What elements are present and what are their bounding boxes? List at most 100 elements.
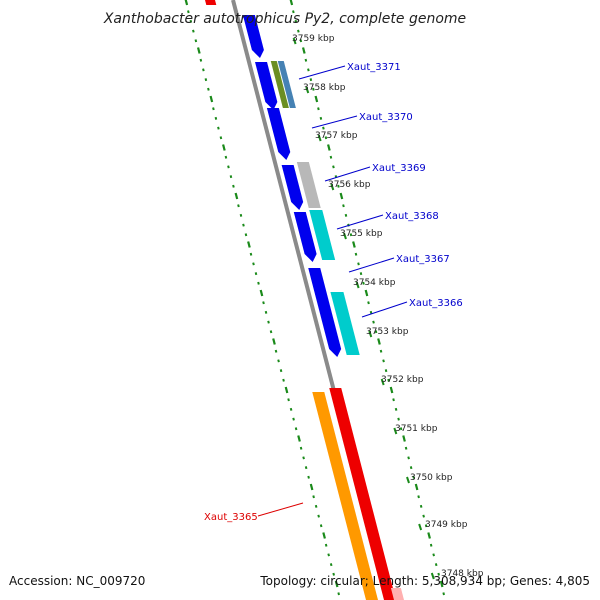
right-ring-tick [397, 417, 400, 421]
left-ring-tick [337, 592, 340, 596]
left-ring-tick [259, 289, 264, 297]
right-ring-tick [387, 378, 390, 382]
left-ring-tick [192, 29, 195, 33]
gene-label-xaut-3367[interactable]: Xaut_3367 [396, 254, 450, 265]
kbp-tick [418, 523, 423, 531]
right-ring-tick [332, 165, 335, 169]
kbp-tick [355, 281, 360, 289]
right-ring-tick [442, 592, 445, 596]
right-ring-tick [324, 136, 328, 140]
right-ring-tick [377, 338, 381, 345]
left-ring-tick [252, 262, 255, 266]
right-ring-tick [432, 553, 435, 557]
right-ring-tick [297, 29, 300, 33]
gene-label-xaut-3371[interactable]: Xaut_3371 [347, 62, 401, 73]
accession-text: Accession: NC_009720 [9, 574, 146, 588]
left-ring-tick [222, 144, 226, 151]
right-ring-tick [392, 398, 395, 402]
right-ring-tick [412, 475, 415, 479]
kbp-label: 3750 kbp [410, 473, 453, 483]
kbp-tick [292, 37, 297, 45]
right-ring-tick [384, 369, 388, 373]
left-ring-tick [199, 58, 203, 62]
left-ring-tick [324, 543, 328, 547]
right-ring-tick [294, 19, 298, 23]
gene-label-leader-line [257, 502, 304, 517]
left-ring-tick [224, 155, 228, 159]
feature-red [329, 388, 396, 600]
kbp-tick [430, 572, 435, 580]
left-ring-tick [184, 0, 189, 6]
right-ring-tick [372, 320, 375, 324]
left-ring-tick [194, 39, 198, 43]
feature-blue [255, 62, 278, 110]
kbp-tick [343, 232, 347, 240]
kbp-tick [317, 134, 322, 142]
left-ring-tick [329, 563, 333, 567]
left-ring-tick [212, 107, 215, 111]
right-ring-tick [402, 435, 406, 442]
gene-label-leader-line [348, 257, 395, 273]
feature-pink [390, 588, 404, 600]
left-ring-tick [272, 338, 276, 345]
left-ring-tick [257, 281, 260, 285]
kbp-label: 3757 kbp [315, 131, 358, 141]
left-ring-tick [299, 446, 303, 450]
kbp-label: 3751 kbp [395, 424, 438, 434]
left-ring-tick [244, 233, 248, 237]
left-ring-tick [264, 310, 268, 314]
left-ring-tick [202, 68, 205, 72]
right-ring-tick [374, 330, 378, 334]
left-ring-tick [292, 417, 295, 421]
feature-cyan [330, 292, 360, 355]
right-ring-tick [354, 252, 358, 256]
label-lines [257, 65, 408, 517]
feature-red-top [205, 0, 217, 5]
left-ring-tick [314, 504, 318, 508]
left-ring-tick [309, 483, 314, 491]
feature-blue [293, 212, 317, 262]
gene-label-xaut-3369[interactable]: Xaut_3369 [372, 163, 426, 174]
kbp-label: 3755 kbp [340, 229, 383, 239]
right-ring-tick [337, 184, 340, 188]
left-ring-tick [219, 136, 223, 140]
left-ring-tick [332, 572, 335, 576]
left-ring-tick [317, 514, 320, 518]
left-ring-tick [274, 349, 278, 353]
right-ring-tick [437, 572, 440, 576]
left-ring-tick [279, 369, 283, 373]
right-ring-tick [317, 107, 320, 111]
left-ring-tick [319, 524, 323, 528]
left-ring-tick [289, 407, 293, 411]
right-ring-tick [429, 543, 433, 547]
kbp-label: 3756 kbp [328, 180, 371, 190]
right-ring-tick [289, 0, 294, 6]
left-ring-tick [282, 378, 285, 382]
right-ring-tick [399, 427, 403, 431]
right-ring-tick [367, 301, 370, 305]
gene-label-xaut-3370[interactable]: Xaut_3370 [359, 112, 413, 123]
gene-label-xaut-3368[interactable]: Xaut_3368 [385, 211, 439, 222]
gene-label-xaut-3365[interactable]: Xaut_3365 [204, 512, 258, 523]
left-ring-tick [297, 435, 301, 442]
right-ring-tick [389, 386, 394, 394]
feature-blue [308, 268, 328, 296]
gene-label-xaut-3366[interactable]: Xaut_3366 [409, 298, 463, 309]
left-ring-tick [334, 580, 339, 588]
right-ring-tick [414, 483, 419, 491]
left-ring-tick [277, 359, 280, 363]
outer-tick-dots-right [289, 0, 445, 596]
kbp-label: 3752 kbp [381, 375, 424, 385]
right-ring-tick [439, 580, 444, 588]
right-ring-tick [304, 58, 308, 62]
left-ring-tick [327, 553, 330, 557]
right-ring-tick [427, 532, 431, 539]
left-ring-tick [237, 204, 240, 208]
right-ring-tick [409, 466, 413, 470]
feature-blue [315, 296, 342, 357]
right-ring-tick [339, 192, 344, 200]
left-ring-tick [247, 241, 251, 248]
backbone-white [222, 0, 389, 600]
left-ring-tick [187, 10, 190, 14]
left-ring-tick [262, 301, 265, 305]
